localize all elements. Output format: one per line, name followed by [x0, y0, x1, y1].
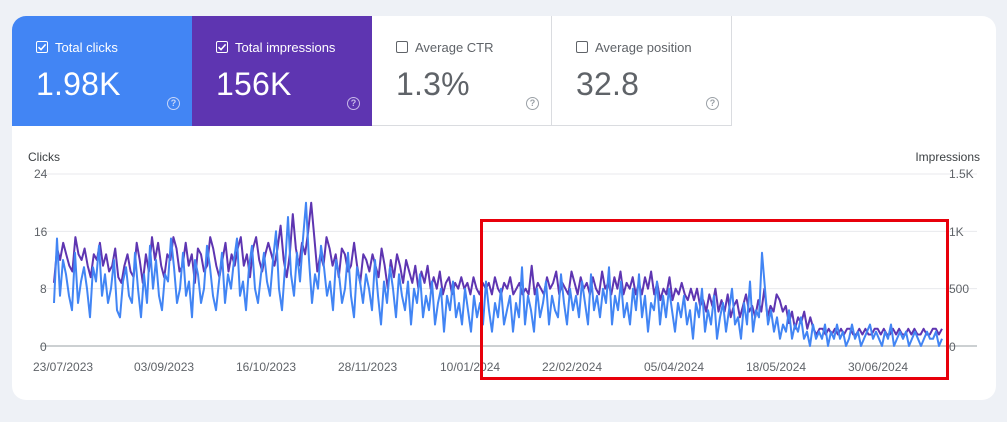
- x-tick-label: 22/02/2024: [542, 360, 603, 374]
- metric-value: 1.3%: [396, 66, 470, 102]
- help-icon[interactable]: ?: [347, 97, 360, 110]
- left-tick-label: 24: [34, 167, 48, 181]
- metric-average-position[interactable]: Average position 32.8 ?: [552, 16, 732, 126]
- metric-label: Total impressions: [235, 40, 336, 55]
- x-tick-label: 05/04/2024: [644, 360, 705, 374]
- metric-total-impressions[interactable]: Total impressions 156K ?: [192, 16, 372, 126]
- help-icon[interactable]: ?: [167, 97, 180, 110]
- checkbox-unchecked-icon[interactable]: [576, 41, 588, 53]
- performance-chart[interactable]: [12, 16, 996, 400]
- help-icon[interactable]: ?: [526, 97, 539, 110]
- metric-value: 32.8: [576, 66, 640, 102]
- x-tick-label: 23/07/2023: [33, 360, 94, 374]
- left-axis-title: Clicks: [28, 150, 60, 164]
- performance-card: Total clicks 1.98K ? Total impressions 1…: [12, 16, 996, 400]
- right-axis-title: Impressions: [915, 150, 980, 164]
- help-icon[interactable]: ?: [706, 97, 719, 110]
- left-tick-label: 16: [34, 225, 48, 239]
- x-tick-label: 03/09/2023: [134, 360, 195, 374]
- x-tick-label: 18/05/2024: [746, 360, 807, 374]
- left-tick-label: 8: [40, 282, 47, 296]
- right-tick-label: 1K: [949, 225, 964, 239]
- series-line-total-clicks: [53, 201, 943, 347]
- x-tick-label: 16/10/2023: [236, 360, 297, 374]
- metric-label: Total clicks: [55, 40, 118, 55]
- metric-label: Average position: [595, 40, 692, 55]
- metric-total-clicks[interactable]: Total clicks 1.98K ?: [12, 16, 192, 126]
- right-tick-label: 1.5K: [949, 167, 974, 181]
- checkbox-unchecked-icon[interactable]: [396, 41, 408, 53]
- metric-average-ctr[interactable]: Average CTR 1.3% ?: [372, 16, 552, 126]
- x-tick-label: 30/06/2024: [848, 360, 909, 374]
- checkbox-checked-icon[interactable]: [216, 41, 228, 53]
- right-tick-label: 0: [949, 340, 956, 354]
- series-line-total-impressions: [53, 201, 943, 336]
- metric-value: 1.98K: [36, 66, 121, 102]
- x-tick-label: 10/01/2024: [440, 360, 501, 374]
- metric-label: Average CTR: [415, 40, 494, 55]
- x-tick-label: 28/11/2023: [338, 360, 398, 374]
- metric-value: 156K: [216, 66, 292, 102]
- checkbox-checked-icon[interactable]: [36, 41, 48, 53]
- right-tick-label: 500: [949, 282, 970, 296]
- metric-tabs: Total clicks 1.98K ? Total impressions 1…: [12, 16, 732, 126]
- left-tick-label: 0: [40, 340, 47, 354]
